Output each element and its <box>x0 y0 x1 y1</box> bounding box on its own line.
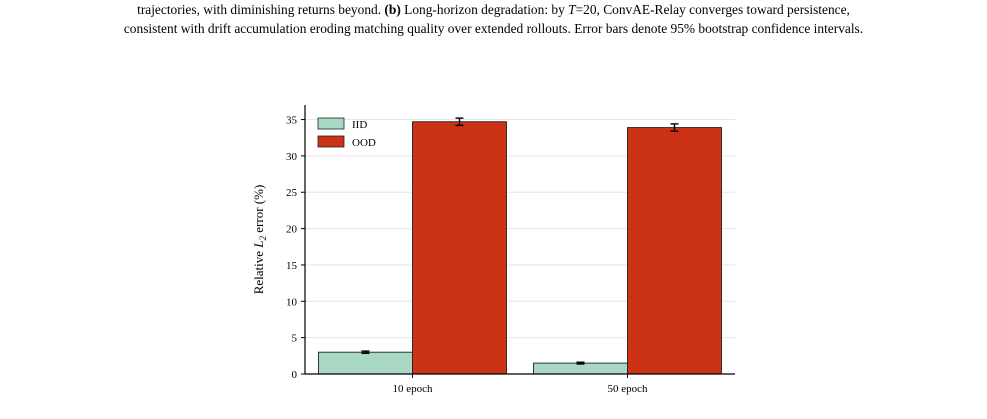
caption-line-1-start: trajectories, with diminishing returns b… <box>137 2 382 17</box>
bars <box>318 117 722 375</box>
legend-label-ood: OOD <box>352 137 376 149</box>
caption-variable-t: T <box>568 2 576 17</box>
y-label-prefix: Relative <box>251 248 266 295</box>
y-axis-label: Relative L2 error (%) <box>251 185 268 295</box>
bar-ood-0 <box>412 121 507 375</box>
y-tick-label-0: 0 <box>292 369 298 381</box>
caption-panel-label: (b) <box>384 2 401 17</box>
legend-swatch-iid <box>317 117 345 130</box>
legend: IID OOD <box>317 117 376 149</box>
caption-line-1-mid: Long-horizon degradation: by <box>400 2 569 17</box>
y-tick-label-25: 25 <box>286 187 298 199</box>
legend-swatch-ood <box>317 135 345 148</box>
y-tick-label-15: 15 <box>286 260 298 272</box>
y-tick-label-10: 10 <box>286 296 298 308</box>
y-tick-label-20: 20 <box>286 224 298 236</box>
bar-ood-1 <box>627 127 722 375</box>
y-label-suffix: error (%) <box>251 185 266 236</box>
axes: 0 5 10 15 20 25 30 35 10 epoch 50 epoch <box>286 105 735 395</box>
caption-line-1-end: =20, ConvAE-Relay converges toward persi… <box>575 2 850 17</box>
y-label-subscript: 2 <box>258 235 268 240</box>
x-tick-label-0: 10 epoch <box>392 383 433 395</box>
y-label-variable: L <box>251 240 266 248</box>
y-tick-label-30: 30 <box>286 151 298 163</box>
legend-label-iid: IID <box>352 119 367 131</box>
figure-caption: trajectories, with diminishing returns b… <box>0 0 987 38</box>
caption-line-2: consistent with drift accumulation erodi… <box>123 21 864 36</box>
y-tick-label-5: 5 <box>292 333 298 345</box>
bar-iid-1 <box>533 362 628 375</box>
x-tick-label-1: 50 epoch <box>607 383 648 395</box>
bar-iid-0 <box>318 351 413 375</box>
y-tick-label-35: 35 <box>286 115 298 127</box>
caption-line-1: trajectories, with diminishing returns b… <box>0 0 987 19</box>
